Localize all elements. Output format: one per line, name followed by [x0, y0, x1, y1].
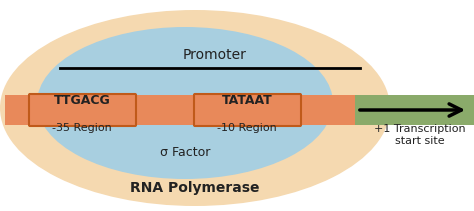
Text: RNA Polymerase: RNA Polymerase	[130, 181, 260, 195]
Text: +1 Transcription
start site: +1 Transcription start site	[374, 124, 466, 146]
FancyBboxPatch shape	[194, 94, 301, 126]
Text: TTGACG: TTGACG	[54, 93, 110, 107]
Text: Promoter: Promoter	[183, 48, 247, 62]
Text: TATAAT: TATAAT	[222, 93, 273, 107]
Ellipse shape	[37, 27, 333, 179]
Text: -35 Region: -35 Region	[52, 123, 112, 133]
Text: -10 Region: -10 Region	[217, 123, 277, 133]
Text: σ Factor: σ Factor	[160, 146, 210, 158]
Bar	[5, 95, 385, 125]
Bar	[355, 95, 474, 125]
FancyBboxPatch shape	[29, 94, 136, 126]
Ellipse shape	[0, 10, 390, 206]
